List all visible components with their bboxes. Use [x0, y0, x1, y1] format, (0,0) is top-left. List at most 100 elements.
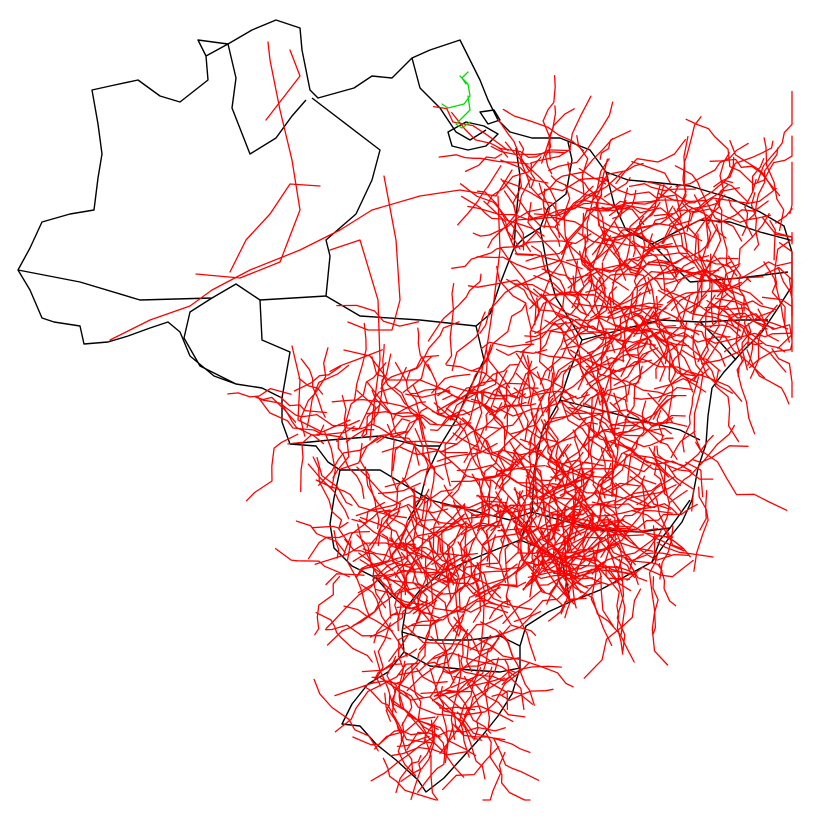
road-segment	[372, 503, 466, 581]
road-segment	[431, 520, 467, 566]
road-segment	[411, 664, 427, 745]
road-segment	[497, 118, 530, 172]
road-segment	[542, 188, 561, 247]
road-segment	[504, 658, 525, 711]
road-segment	[548, 575, 603, 622]
road-segment	[383, 503, 449, 514]
road-segment	[736, 358, 756, 435]
road-segment	[484, 439, 541, 549]
road-segment	[545, 177, 607, 192]
road-segment	[460, 628, 469, 668]
road-segment	[681, 376, 700, 453]
road-segment	[607, 305, 671, 321]
road-segment	[528, 362, 559, 458]
road-segment	[608, 296, 633, 321]
state-border	[407, 325, 485, 521]
road-segment	[401, 690, 413, 727]
road-segment	[654, 459, 682, 487]
road-segment	[545, 345, 611, 413]
road-segment	[597, 305, 662, 320]
road-segment	[513, 520, 546, 594]
road-segment	[398, 633, 410, 668]
road-segment	[604, 436, 614, 496]
road-segment	[628, 258, 687, 299]
road-segment	[364, 466, 418, 551]
road-segment	[713, 140, 774, 188]
road-segment	[613, 347, 659, 386]
road-segment	[427, 447, 506, 493]
road-segment	[467, 279, 539, 298]
road-segment	[653, 311, 734, 394]
road-segment	[376, 622, 391, 687]
road-segment	[589, 427, 642, 473]
road-segment	[670, 430, 696, 459]
road-segment	[602, 368, 617, 447]
road-segment	[399, 691, 466, 716]
road-segment	[612, 334, 689, 406]
road-segment	[358, 555, 406, 571]
road-segment	[533, 554, 587, 600]
road-segment	[543, 561, 637, 575]
road-segment	[384, 692, 414, 774]
road-segment	[402, 541, 458, 577]
road-segment	[728, 198, 754, 238]
road-segment	[515, 372, 544, 417]
road-segment	[438, 154, 529, 165]
road-segment	[424, 491, 453, 587]
road-segment	[506, 534, 550, 580]
road-segment	[648, 555, 658, 636]
road-segment	[543, 419, 561, 481]
road-segment	[553, 444, 565, 501]
road-segment	[671, 234, 695, 264]
road-segment	[552, 321, 607, 396]
road-segment	[743, 261, 793, 278]
road-segment	[381, 445, 468, 456]
road-segment	[590, 213, 681, 235]
road-segment	[300, 358, 326, 418]
road-segment	[510, 397, 554, 435]
road-segment	[441, 75, 471, 109]
road-segment	[554, 185, 594, 228]
road-segment	[496, 265, 543, 335]
road-segment	[459, 666, 482, 758]
road-segment	[638, 257, 739, 292]
road-segment	[541, 391, 605, 432]
road-segment	[312, 456, 352, 547]
road-segment	[695, 441, 788, 511]
road-segment	[748, 342, 793, 369]
road-segment	[583, 262, 628, 283]
road-segment	[415, 515, 488, 525]
road-segment	[503, 349, 525, 407]
road-segment	[423, 657, 520, 674]
road-segment	[416, 667, 448, 684]
road-segment	[418, 565, 458, 651]
road-segment	[420, 679, 470, 695]
road-segment	[385, 694, 392, 722]
road-segment	[518, 514, 557, 564]
state-border	[259, 299, 291, 399]
road-segment	[450, 637, 500, 689]
road-segment	[652, 525, 657, 565]
road-segment	[582, 402, 688, 427]
road-segment	[513, 490, 524, 541]
road-segment	[394, 361, 432, 468]
road-segment	[561, 400, 612, 459]
road-segment	[544, 295, 610, 334]
road-segment	[574, 317, 653, 335]
road-segment	[494, 449, 507, 490]
road-segment	[706, 299, 793, 341]
road-segment	[600, 448, 620, 558]
road-segment	[670, 341, 743, 402]
road-segment	[674, 165, 743, 242]
road-segment	[395, 754, 422, 794]
road-segment	[582, 557, 630, 580]
road-segment	[636, 476, 676, 506]
road-segment	[436, 379, 498, 415]
road-segment	[713, 279, 764, 305]
road-segment	[527, 536, 566, 579]
road-segment	[456, 711, 531, 754]
road-segment	[441, 531, 455, 586]
road-segment	[599, 130, 631, 160]
road-segment	[531, 572, 601, 588]
road-segment	[358, 552, 423, 587]
